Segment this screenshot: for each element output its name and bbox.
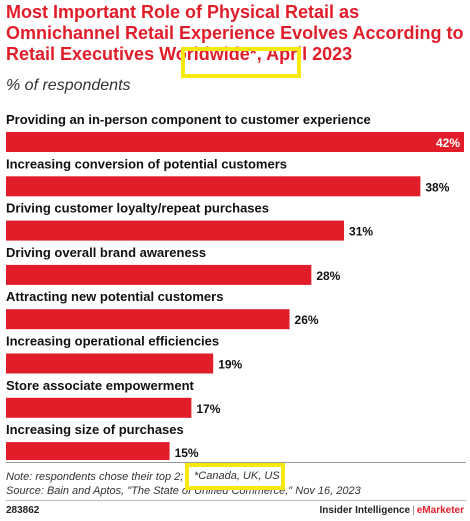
- chart-id: 283862: [6, 505, 40, 516]
- bar: [6, 264, 312, 285]
- value-label: 15%: [175, 446, 199, 460]
- brand-left: Insider Intelligence: [319, 505, 411, 516]
- category-label: Providing an in-person component to cust…: [6, 112, 371, 127]
- bar: [6, 220, 345, 241]
- brand-credit: Insider Intelligence | eMarketer: [320, 505, 464, 516]
- footnote-line-1: Note: respondents chose their top 2; *Ca…: [6, 471, 272, 483]
- category-label: Store associate empowerment: [6, 378, 195, 393]
- bar-chart: Providing an in-person component to cust…: [6, 112, 464, 460]
- value-label: 26%: [295, 313, 319, 327]
- category-label: Increasing operational efficiencies: [6, 334, 219, 349]
- value-label: 38%: [425, 180, 449, 194]
- chart-subtitle: % of respondents: [6, 77, 131, 94]
- footnote-line-2: Source: Bain and Aptos, "The State of Un…: [6, 485, 361, 497]
- brand-separator: |: [412, 505, 415, 516]
- category-label: Increasing conversion of potential custo…: [6, 156, 287, 171]
- bar: [6, 309, 290, 330]
- bar: [6, 176, 421, 197]
- category-label: Attracting new potential customers: [6, 289, 223, 304]
- highlight-box-title: [181, 47, 301, 78]
- bar: [6, 353, 214, 374]
- bar: [6, 397, 192, 418]
- category-label: Driving customer loyalty/repeat purchase…: [6, 201, 269, 216]
- value-label: 42%: [436, 136, 460, 150]
- footnote: Note: respondents chose their top 2; *Ca…: [6, 470, 361, 498]
- value-label: 19%: [218, 358, 242, 372]
- bar: [6, 132, 464, 152]
- footnote-highlight-text: *Canada, UK, US: [194, 470, 280, 482]
- brand-right: eMarketer: [416, 505, 464, 516]
- highlight-box-footnote: [185, 463, 285, 490]
- footer-divider: [6, 462, 466, 463]
- footnote-highlight-backdrop: [188, 466, 284, 488]
- value-label: 28%: [316, 269, 340, 283]
- category-label: Increasing size of purchases: [6, 422, 184, 437]
- category-label: Driving overall brand awareness: [6, 245, 206, 260]
- value-label: 31%: [349, 225, 373, 239]
- value-label: 17%: [196, 402, 220, 416]
- bar: [6, 442, 170, 460]
- bottom-divider: [6, 500, 466, 501]
